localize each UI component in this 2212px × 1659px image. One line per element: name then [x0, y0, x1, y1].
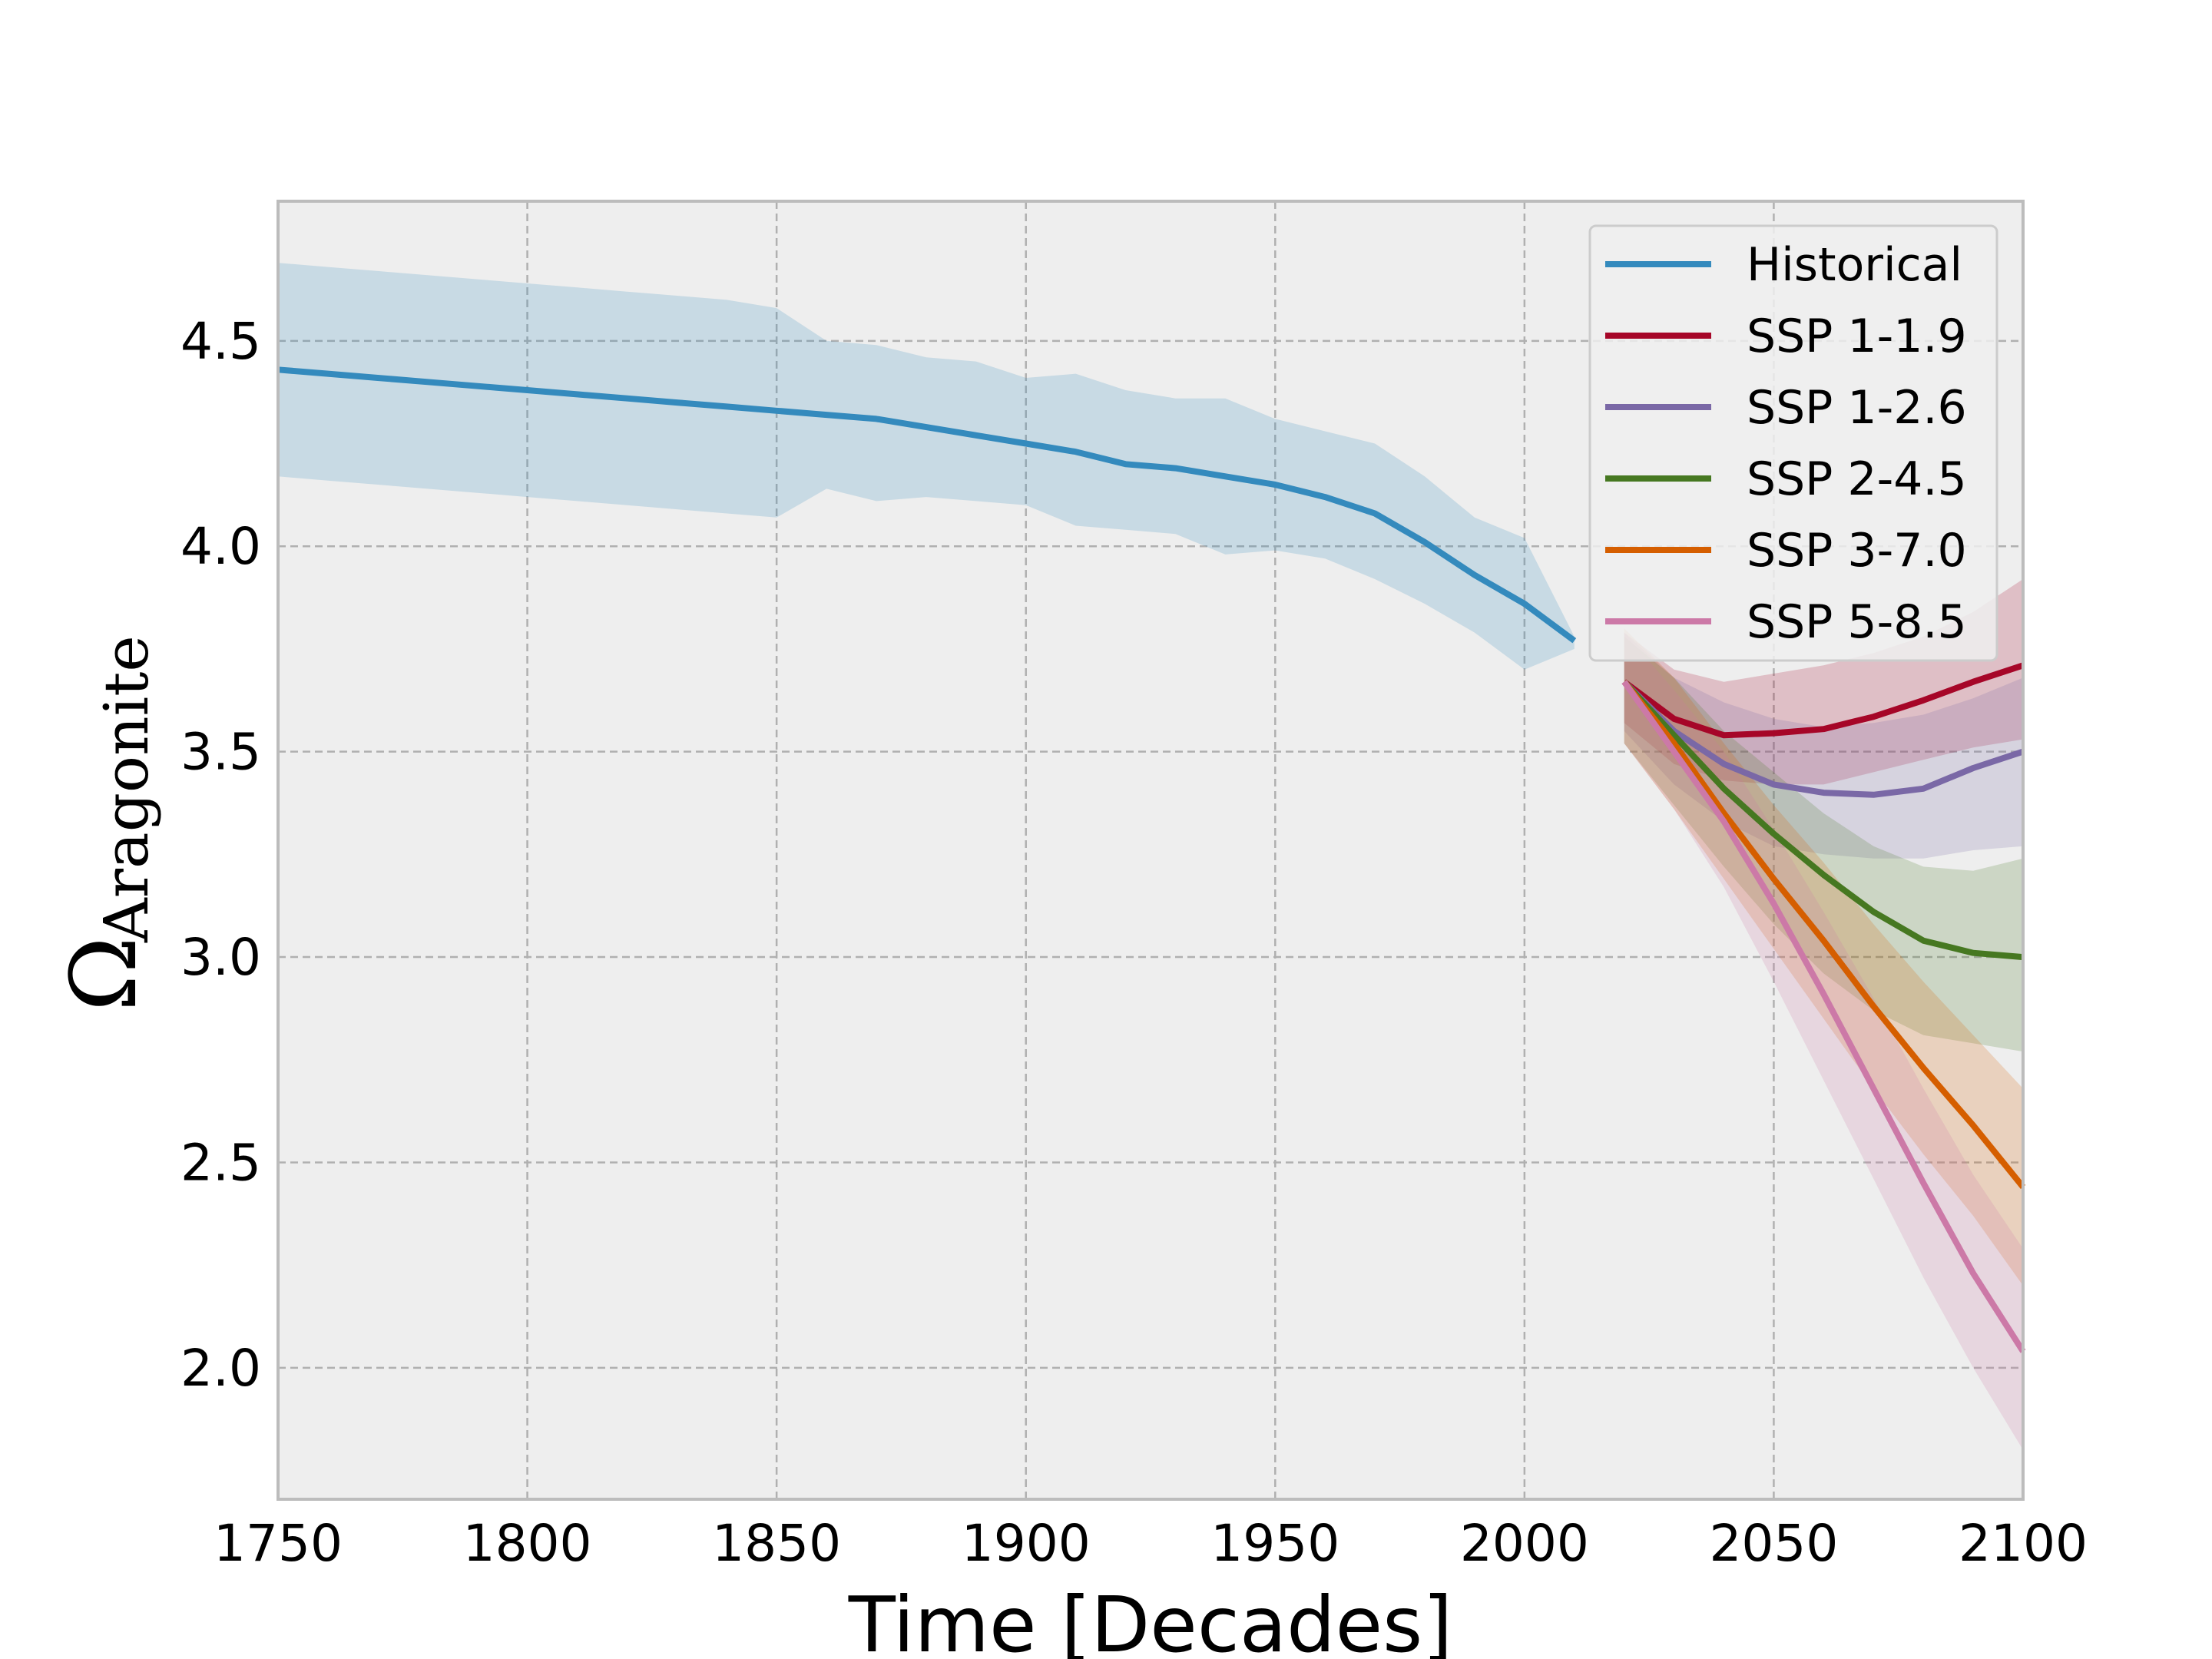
- band-historical: [278, 263, 1575, 670]
- band-ssp-1-2-6: [1624, 632, 2023, 859]
- x-tick-label: 2000: [1460, 1514, 1589, 1573]
- x-tick-label: 1800: [463, 1514, 592, 1573]
- band-ssp-5-8-5: [1624, 632, 2023, 1450]
- x-tick-label: 1900: [962, 1514, 1091, 1573]
- legend-label-ssp-1-2-6: SSP 1-2.6: [1747, 381, 1967, 435]
- y-tick-label: 2.0: [180, 1339, 261, 1398]
- y-axis-ticks: 2.0 2.5 3.0 3.5 4.0 4.5: [180, 312, 261, 1398]
- y-axis-title: Ω Aragonite: [51, 635, 162, 1012]
- line-ssp-1-2-6: [1621, 679, 2025, 798]
- x-tick-label: 2050: [1709, 1514, 1838, 1573]
- line-ssp-5-8-5: [1621, 680, 2026, 1353]
- line-historical: [277, 366, 1577, 644]
- y-tick-label: 3.5: [180, 723, 261, 782]
- y-tick-label: 4.5: [180, 312, 261, 371]
- legend-label-ssp-5-8-5: SSP 5-8.5: [1747, 595, 1967, 649]
- legend-label-ssp-2-4-5: SSP 2-4.5: [1747, 452, 1967, 506]
- legend-label-ssp-1-1-9: SSP 1-1.9: [1747, 310, 1967, 363]
- x-tick-label: 1850: [712, 1514, 841, 1573]
- y-tick-label: 3.0: [180, 928, 261, 987]
- y-tick-label: 4.0: [180, 517, 261, 576]
- x-tick-label: 1750: [214, 1514, 343, 1573]
- band-ssp-2-4-5: [1624, 636, 2023, 1052]
- plot-frame: [276, 200, 2025, 1501]
- y-tick-label: 2.5: [180, 1133, 261, 1192]
- line-ssp-1-1-9: [1622, 662, 2025, 739]
- x-axis-ticks: 1750 1800 1850 1900 1950 2000 2050 2100: [214, 1514, 2088, 1573]
- line-ssp-2-4-5: [1621, 679, 2024, 961]
- x-tick-label: 1950: [1210, 1514, 1339, 1573]
- legend-label-ssp-3-7-0: SSP 3-7.0: [1747, 524, 1967, 578]
- legend: Historical SSP 1-1.9 SSP 1-2.6 SSP 2-4.5 SSP…: [1588, 224, 1998, 662]
- x-axis-title: Time [Decades]: [848, 1580, 1452, 1659]
- series-lines: [277, 366, 2026, 1353]
- line-ssp-3-7-0: [1621, 680, 2026, 1190]
- legend-label-historical: Historical: [1747, 238, 1962, 292]
- x-tick-label: 2100: [1959, 1514, 2088, 1573]
- y-axis-title-subscript: Aragonite: [91, 635, 162, 943]
- y-axis-title-symbol: Ω: [51, 936, 157, 1012]
